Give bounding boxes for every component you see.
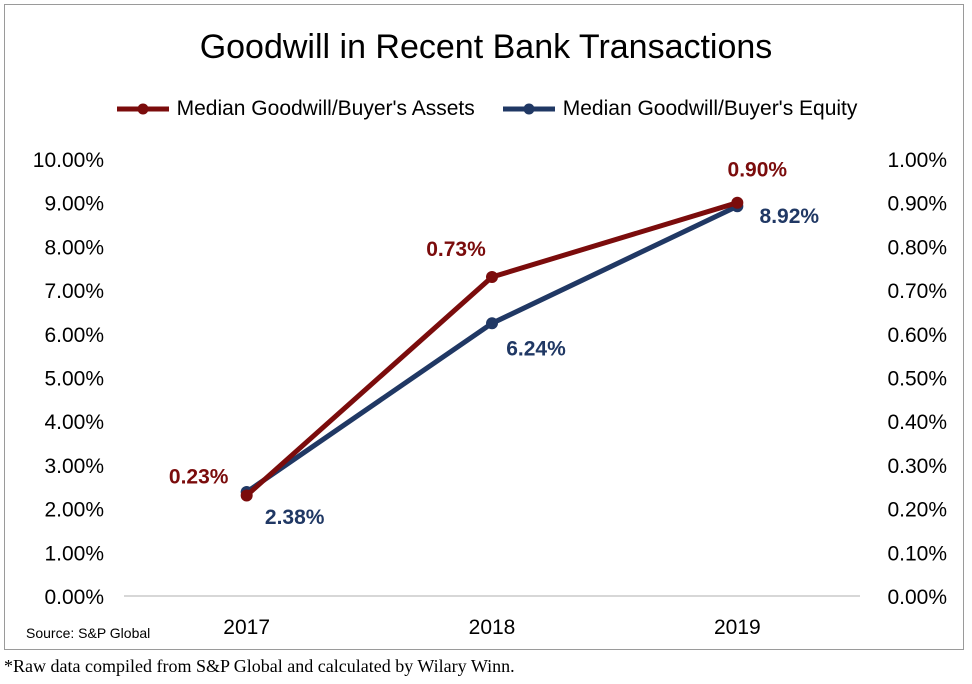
y-right-tick-label: 0.40% <box>887 411 947 434</box>
equity-data-label: 6.24% <box>506 337 566 360</box>
x-tick-label: 2019 <box>714 616 761 639</box>
assets-series-line <box>245 200 739 498</box>
legend: Median Goodwill/Buyer's Assets Median Go… <box>0 94 972 124</box>
source-note: Source: S&P Global <box>26 625 151 641</box>
assets-data-label: 0.23% <box>169 465 229 488</box>
y-left-tick-label: 1.00% <box>44 542 104 565</box>
equity-data-point <box>486 317 498 330</box>
y-left-tick-label: 0.00% <box>44 586 104 609</box>
y-right-tick-label: 0.00% <box>887 586 947 609</box>
legend-label-equity: Median Goodwill/Buyer's Equity <box>562 97 858 120</box>
equity-data-label: 8.92% <box>760 205 820 228</box>
legend-label-assets: Median Goodwill/Buyer's Assets <box>176 97 475 120</box>
y-right-tick-label: 0.20% <box>887 499 947 522</box>
x-tick-label: 2018 <box>469 616 516 639</box>
legend-item-assets: Median Goodwill/Buyer's Assets <box>115 94 475 124</box>
y-right-tick-label: 0.70% <box>887 280 947 303</box>
y-right-tick-label: 0.90% <box>887 193 947 216</box>
y-left-tick-label: 7.00% <box>44 280 104 303</box>
y-right-tick-label: 0.60% <box>887 324 947 347</box>
chart-title: Goodwill in Recent Bank Transactions <box>199 28 773 66</box>
x-tick-label: 2017 <box>223 616 270 639</box>
assets-data-point <box>731 196 744 209</box>
y-right-tick-label: 1.00% <box>887 149 947 172</box>
y-left-tick-label: 4.00% <box>44 411 104 434</box>
y-left-tick-label: 5.00% <box>44 368 104 391</box>
y-right-tick-label: 0.30% <box>887 455 947 478</box>
y-right-tick-label: 0.50% <box>887 368 947 391</box>
assets-data-label: 0.73% <box>426 238 486 261</box>
y-left-tick-label: 10.00% <box>33 149 104 172</box>
y-right-tick-label: 0.10% <box>887 542 947 565</box>
y-left-tick-label: 2.00% <box>44 499 104 522</box>
legend-swatch-equity <box>502 103 555 115</box>
y-left-tick-label: 9.00% <box>44 193 104 216</box>
equity-series-line <box>245 203 739 495</box>
assets-data-point <box>486 270 498 283</box>
y-left-tick-label: 3.00% <box>44 455 104 478</box>
assets-data-label: 0.90% <box>728 159 788 182</box>
legend-swatch-assets <box>116 103 169 115</box>
y-left-tick-label: 6.00% <box>44 324 104 347</box>
y-left-tick-label: 8.00% <box>44 236 104 259</box>
assets-data-point <box>240 489 253 502</box>
legend-item-equity: Median Goodwill/Buyer's Equity <box>501 94 858 124</box>
equity-data-label: 2.38% <box>265 506 325 529</box>
y-right-tick-label: 0.80% <box>887 236 947 259</box>
footnote: *Raw data compiled from S&P Global and c… <box>4 656 515 676</box>
